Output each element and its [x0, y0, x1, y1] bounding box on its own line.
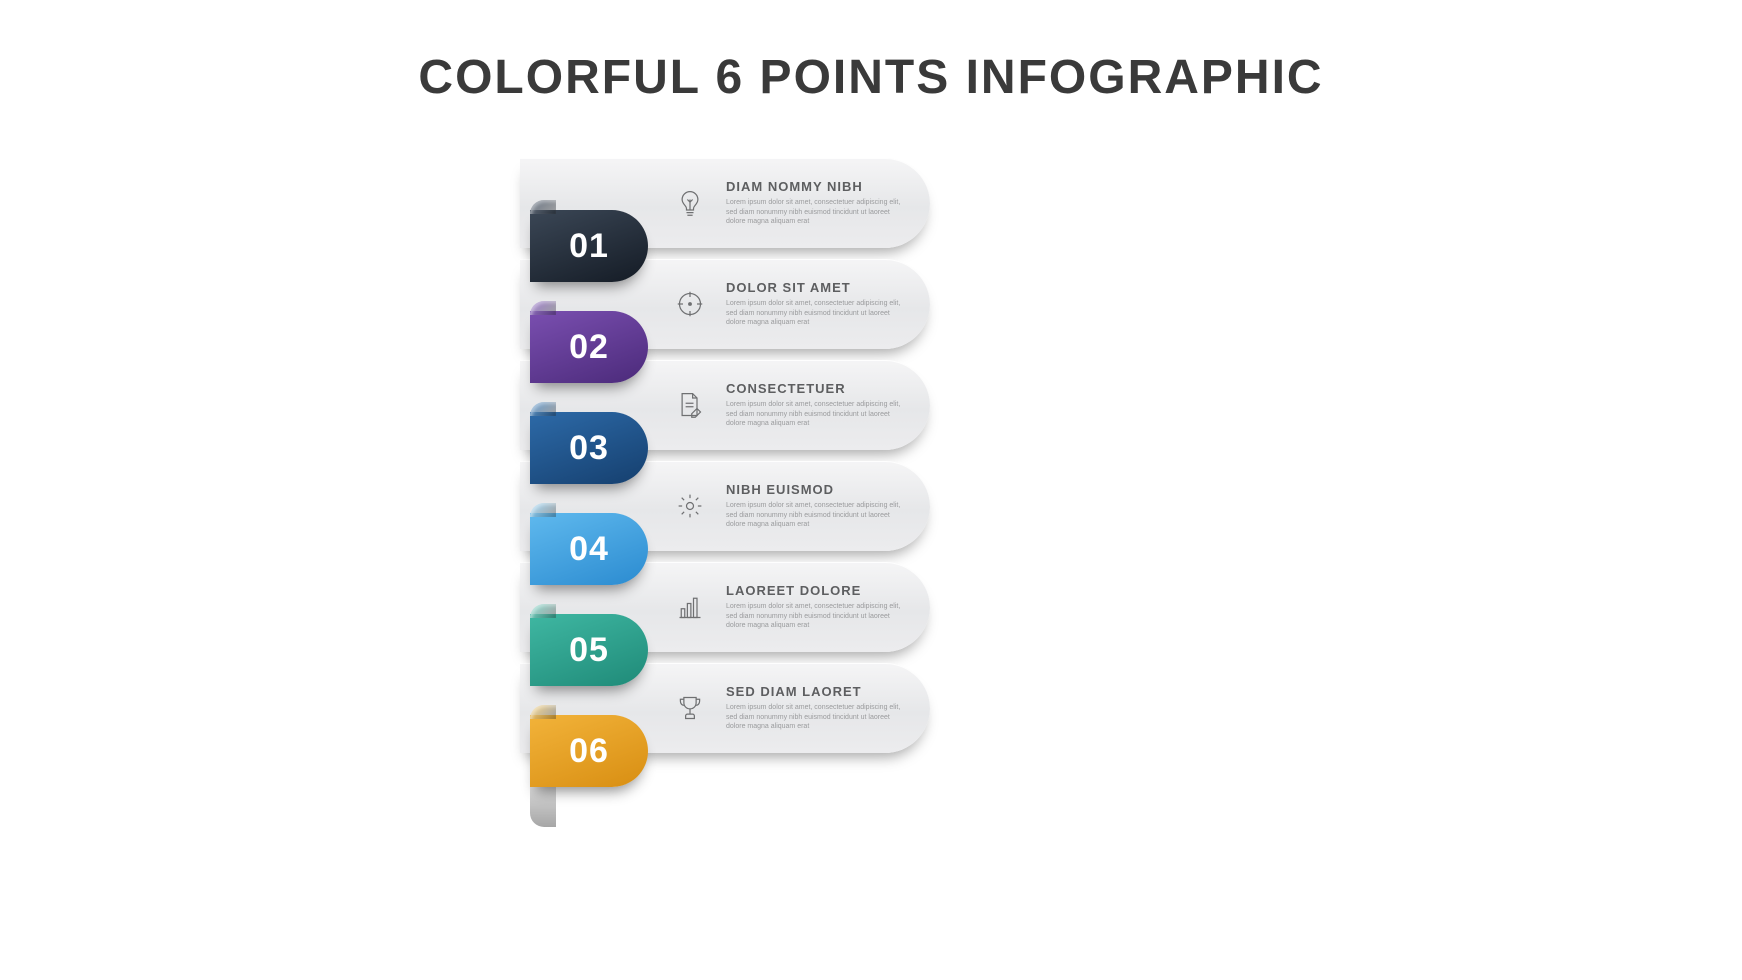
- points-stack: DIAM NOMMY NIBH Lorem ipsum dolor sit am…: [520, 158, 940, 764]
- point-body: Lorem ipsum dolor sit amet, consectetuer…: [726, 602, 906, 630]
- lightbulb-icon: [668, 158, 712, 248]
- number-tab: 05: [530, 614, 648, 686]
- number-tab: 01: [530, 210, 648, 282]
- document-edit-icon: [668, 360, 712, 450]
- infographic-canvas: COLORFUL 6 POINTS INFOGRAPHIC DIAM NOMMY…: [0, 0, 1742, 980]
- point-body: Lorem ipsum dolor sit amet, consectetuer…: [726, 299, 906, 327]
- point-number: 02: [569, 328, 609, 367]
- bar-chart-icon: [668, 562, 712, 652]
- point-heading: NIBH EUISMOD: [726, 482, 906, 497]
- number-tab: 03: [530, 412, 648, 484]
- point-body: Lorem ipsum dolor sit amet, consectetuer…: [726, 400, 906, 428]
- point-row: DIAM NOMMY NIBH Lorem ipsum dolor sit am…: [520, 158, 940, 259]
- number-tab: 02: [530, 311, 648, 383]
- point-heading: DOLOR SIT AMET: [726, 280, 906, 295]
- point-heading: SED DIAM LAORET: [726, 684, 906, 699]
- point-heading: CONSECTETUER: [726, 381, 906, 396]
- point-heading: DIAM NOMMY NIBH: [726, 179, 906, 194]
- point-body: Lorem ipsum dolor sit amet, consectetuer…: [726, 703, 906, 731]
- point-number: 05: [569, 631, 609, 670]
- point-number: 01: [569, 227, 609, 266]
- point-body: Lorem ipsum dolor sit amet, consectetuer…: [726, 198, 906, 226]
- target-icon: [668, 259, 712, 349]
- page-title: COLORFUL 6 POINTS INFOGRAPHIC: [0, 50, 1742, 105]
- point-number: 03: [569, 429, 609, 468]
- point-heading: LAOREET DOLORE: [726, 583, 906, 598]
- point-number: 06: [569, 732, 609, 771]
- point-body: Lorem ipsum dolor sit amet, consectetuer…: [726, 501, 906, 529]
- number-tab: 06: [530, 715, 648, 787]
- number-tab: 04: [530, 513, 648, 585]
- point-number: 04: [569, 530, 609, 569]
- bottom-curl: [530, 787, 556, 827]
- trophy-icon: [668, 663, 712, 753]
- gear-icon: [668, 461, 712, 551]
